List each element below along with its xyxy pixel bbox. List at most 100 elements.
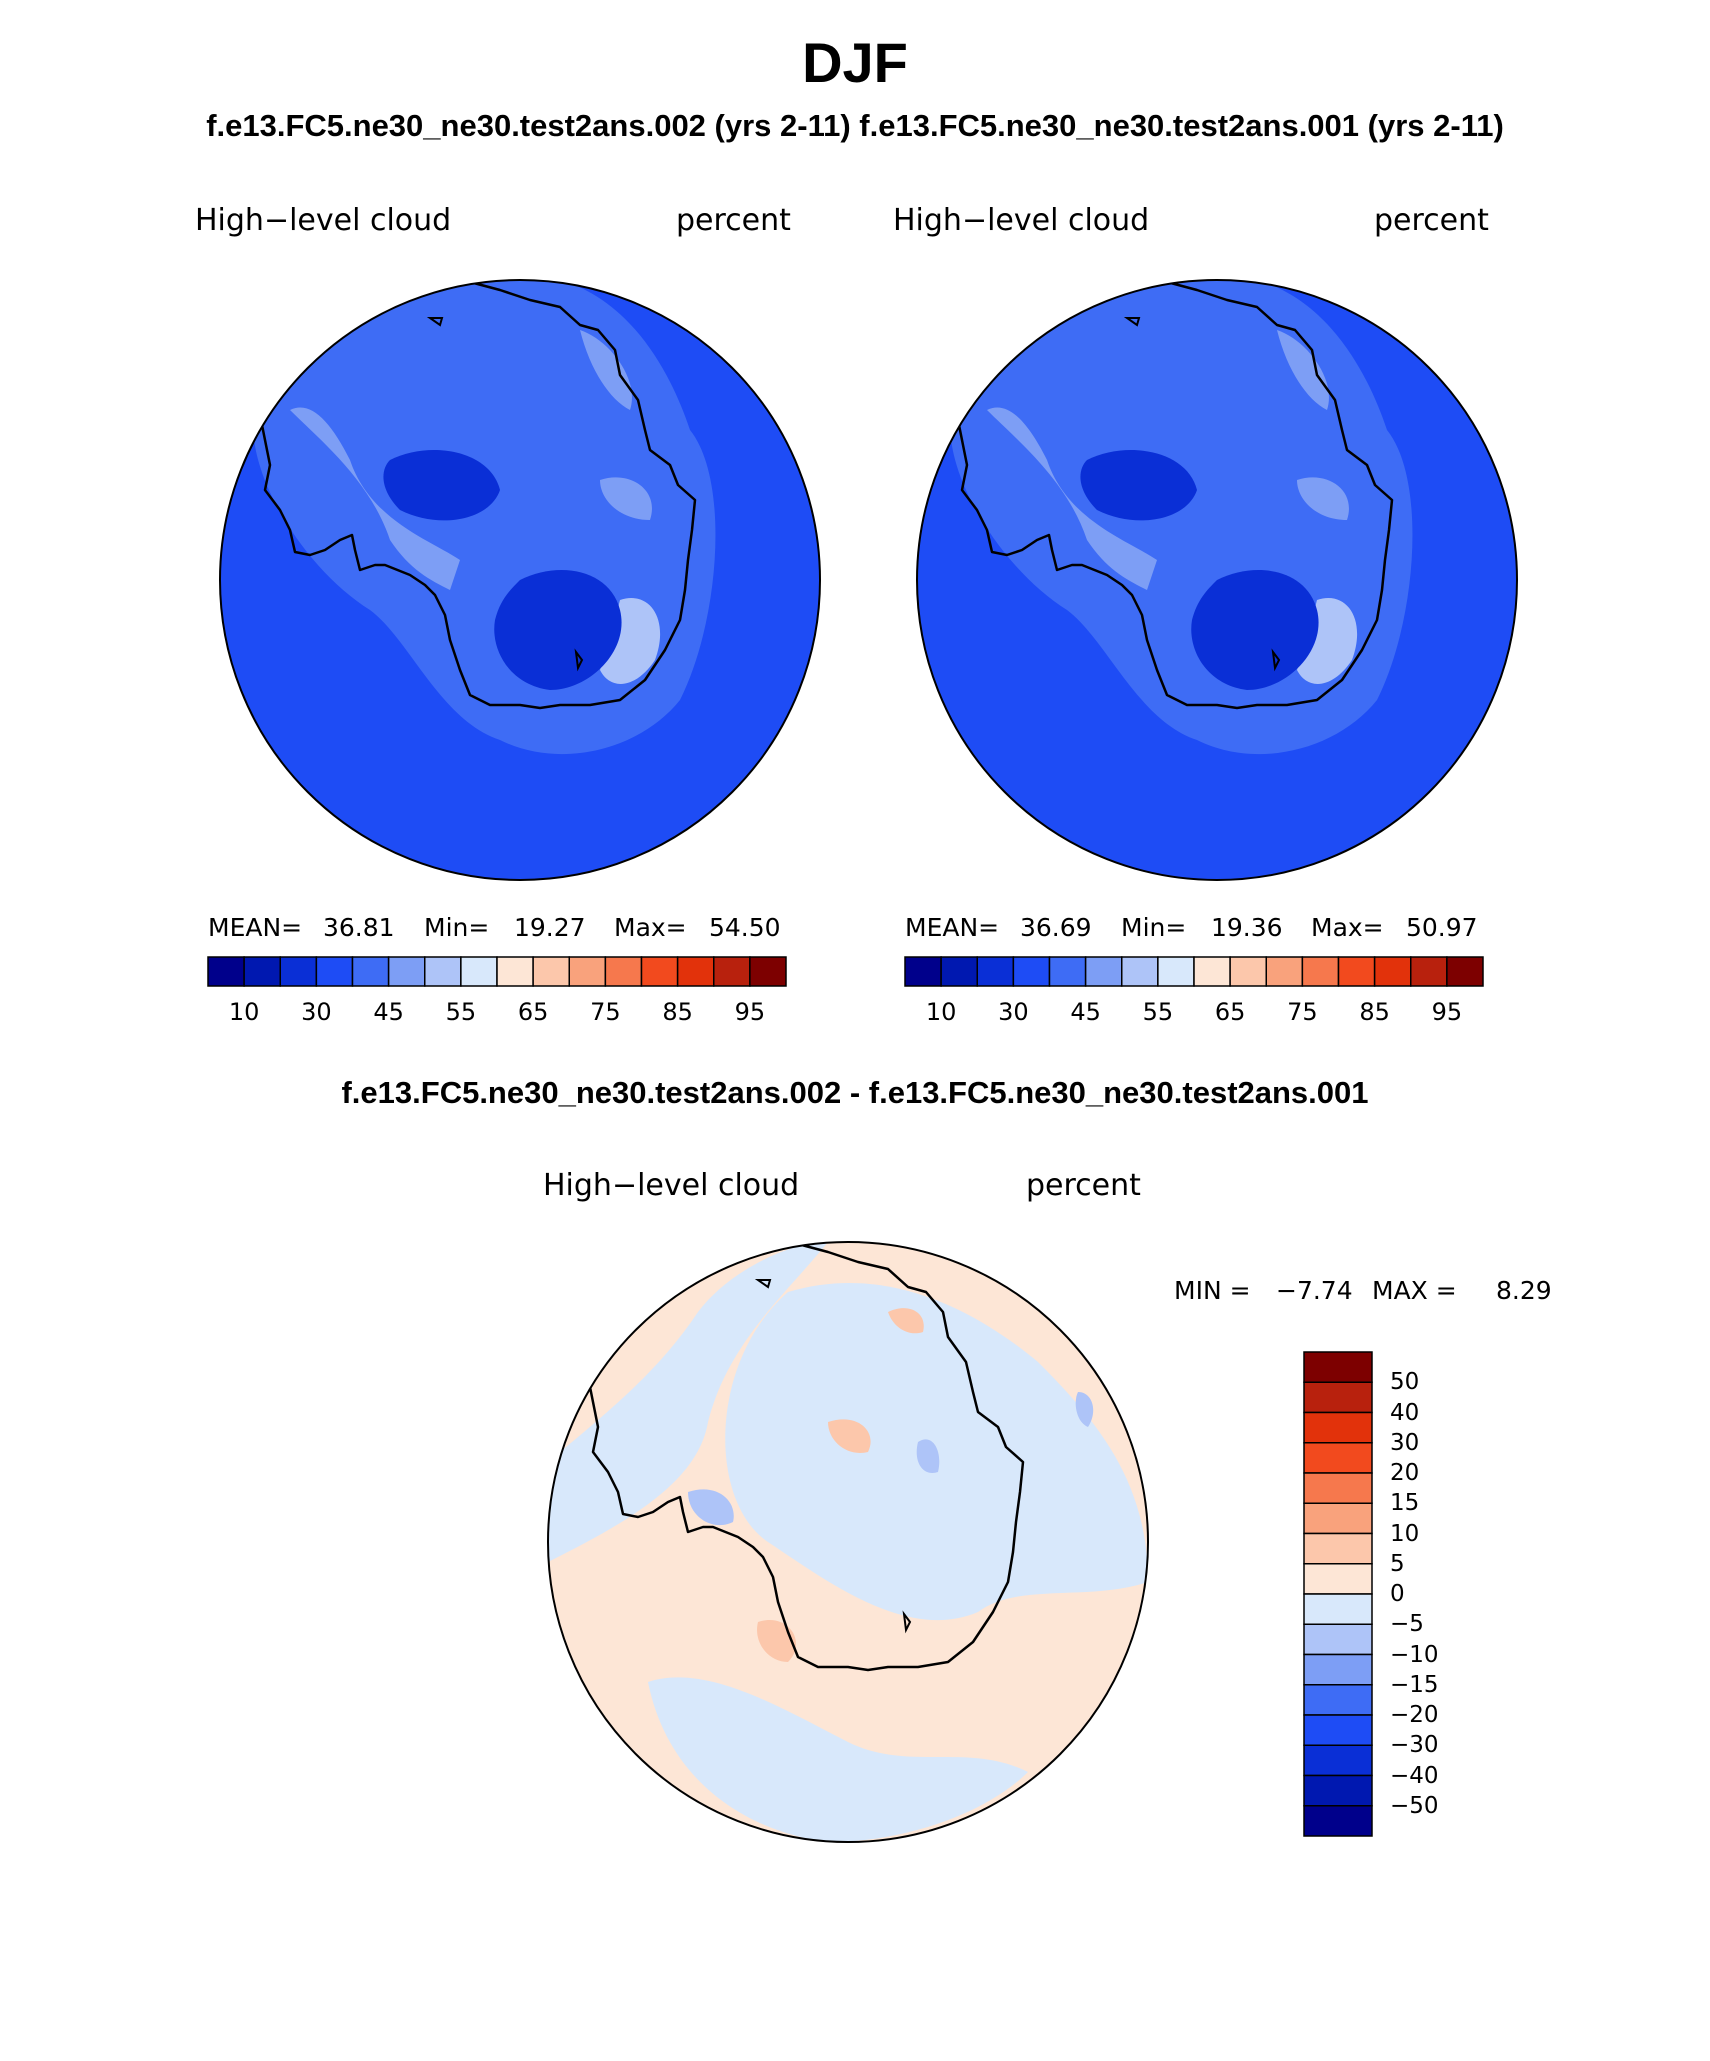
diff-negative-area — [548, 1242, 828, 1562]
panel2-max-label: Max= — [1311, 913, 1384, 942]
colorbar-bin — [1303, 1502, 1373, 1535]
colorbar-bin — [532, 956, 570, 987]
map-band — [987, 407, 1157, 590]
panel2-map — [917, 280, 1517, 880]
diff-min-value: −7.74 — [1276, 1276, 1353, 1305]
colorbar-bin — [676, 956, 715, 987]
colorbar-bin — [1265, 956, 1304, 987]
map-band — [1297, 598, 1358, 684]
colorbar-tick-label: −5 — [1390, 1611, 1424, 1638]
colorbar-bin — [1303, 1623, 1373, 1656]
colorbar-bin — [1303, 1653, 1373, 1686]
diff-min-label: MIN = — [1174, 1276, 1251, 1305]
colorbar-bin — [749, 956, 787, 987]
colorbar-tick-label: −10 — [1390, 1641, 1439, 1668]
colorbar-tick-label: 10 — [925, 998, 957, 1026]
diff-max-value: 8.29 — [1496, 1276, 1552, 1305]
colorbar-bin — [387, 956, 426, 987]
colorbar-tick-label: 40 — [1390, 1399, 1420, 1426]
panel2-max-value: 50.97 — [1406, 913, 1478, 942]
diff-negative-minimum — [688, 1392, 1094, 1526]
colorbar-bin — [640, 956, 679, 987]
colorbar-bin — [604, 956, 643, 987]
colorbar-bin — [1303, 1744, 1373, 1777]
colorbar-bin — [207, 956, 245, 987]
diff-map-border — [547, 1241, 1149, 1843]
panel2-mean-label: MEAN= — [905, 913, 1000, 942]
colorbar-bin — [496, 956, 534, 987]
panel2-mean-value: 36.69 — [1020, 913, 1092, 942]
colorbar-bin — [904, 956, 942, 987]
diff-map — [548, 1242, 1148, 1842]
colorbar-tick-label: 75 — [590, 998, 621, 1026]
colorbar-bin — [713, 956, 751, 987]
colorbar-tick-label: 15 — [1390, 1490, 1420, 1517]
colorbar-tick-label: 20 — [1390, 1460, 1420, 1486]
colorbar-tick-label: 95 — [1431, 998, 1463, 1026]
colorbar-bin — [1229, 956, 1267, 987]
colorbar-bin — [1301, 956, 1340, 987]
colorbar-tick-label: 5 — [1390, 1550, 1405, 1577]
diff-variable-label: High−level cloud — [543, 1168, 800, 1203]
panel1-map-border — [219, 279, 821, 881]
panel1-min-value: 19.27 — [514, 913, 586, 942]
colorbar-bin — [1303, 1442, 1373, 1474]
colorbar-bin — [1303, 1684, 1373, 1716]
colorbar-tick-label: −40 — [1390, 1762, 1439, 1789]
colorbar-tick-label: 30 — [301, 998, 332, 1026]
map-minimum — [494, 570, 622, 690]
colorbar-bin — [1303, 1774, 1373, 1807]
colorbar-bin — [1303, 1593, 1373, 1625]
colorbar-bin — [315, 956, 354, 987]
colorbar-tick-label: 30 — [1390, 1429, 1420, 1456]
colorbar-tick-label: 0 — [1390, 1581, 1405, 1607]
colorbar-bin — [1084, 956, 1123, 987]
colorbar-bin — [424, 956, 462, 987]
colorbar-bin — [1303, 1532, 1373, 1565]
colorbar-bin — [1446, 956, 1484, 987]
colorbar-bin — [351, 956, 390, 987]
colorbar-tick-label: 10 — [1390, 1520, 1420, 1547]
colorbar-bin — [1337, 956, 1376, 987]
colorbar-tick-label: 50 — [1390, 1369, 1420, 1396]
colorbar-bin — [279, 956, 318, 987]
panel1-variable-label: High−level cloud — [195, 203, 452, 238]
colorbar-tick-label: 75 — [1287, 998, 1318, 1026]
colorbar-bin — [1303, 1351, 1373, 1383]
map-band — [1277, 330, 1349, 520]
difference-title: f.e13.FC5.ne30_ne30.test2ans.002 - f.e13… — [341, 1075, 1369, 1110]
colorbar-bin — [940, 956, 978, 987]
colorbar-bin — [1303, 1472, 1373, 1504]
panel1-mean-label: MEAN= — [208, 913, 303, 942]
diff-positive-maximum — [757, 1308, 924, 1662]
diff-units-label: percent — [1026, 1168, 1141, 1203]
colorbar-bin — [1303, 1805, 1373, 1837]
figure-title: DJF — [802, 31, 908, 94]
panel2-map-border — [916, 279, 1518, 881]
map-minimum — [1080, 450, 1197, 521]
colorbar-bin — [1303, 1563, 1373, 1595]
colorbar-bin — [1157, 956, 1195, 987]
colorbar-tick-label: 45 — [373, 998, 404, 1026]
panel2-min-value: 19.36 — [1211, 913, 1283, 942]
diff-max-label: MAX = — [1372, 1276, 1457, 1305]
panel1-mean-value: 36.81 — [323, 913, 395, 942]
panel2-units-label: percent — [1374, 203, 1489, 238]
colorbar-bin — [1373, 956, 1412, 987]
colorbar-tick-label: 65 — [517, 998, 549, 1026]
colorbar-bin — [1303, 1411, 1373, 1444]
colorbar-tick-label: −15 — [1390, 1671, 1439, 1698]
colorbar-tick-label: −20 — [1390, 1702, 1439, 1728]
colorbar-tick-label: 65 — [1214, 998, 1246, 1026]
colorbar-tick-label: 85 — [662, 998, 693, 1026]
panel1-map — [220, 280, 820, 880]
colorbar-bin — [1303, 1714, 1373, 1746]
colorbar-tick-label: 95 — [734, 998, 766, 1026]
colorbar-bin — [1303, 1381, 1373, 1414]
colorbar-tick-label: 55 — [445, 998, 477, 1026]
colorbar-bin — [568, 956, 607, 987]
colorbar-bin — [1012, 956, 1051, 987]
colorbar-bin — [1048, 956, 1087, 987]
colorbar-tick-label: 45 — [1070, 998, 1101, 1026]
colorbar-tick-label: −30 — [1390, 1732, 1439, 1759]
